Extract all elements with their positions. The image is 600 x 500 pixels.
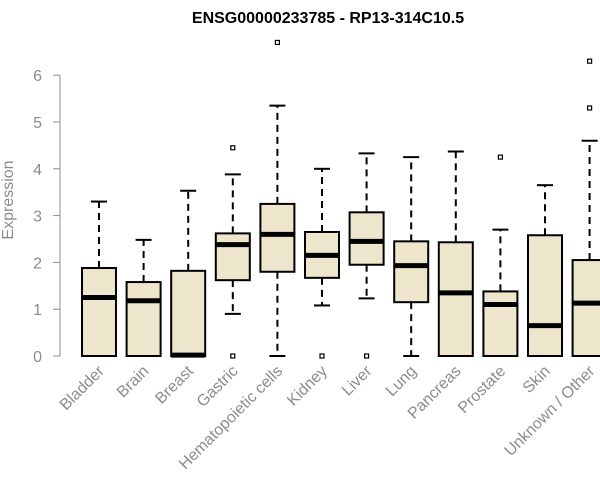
outlier-point (274, 39, 280, 46)
box-brain (125, 238, 162, 357)
box-prostate (482, 154, 519, 357)
box-rect (527, 234, 563, 357)
y-tick-label: 0 (33, 349, 42, 366)
box-rect (571, 259, 600, 357)
box-liver (348, 152, 385, 359)
y-axis: 0 1 2 3 4 5 6 (33, 68, 61, 366)
x-category-label: Bladder (57, 362, 108, 413)
y-tick-label: 2 (33, 255, 42, 272)
box-hematopoietic-cells (259, 39, 296, 357)
y-tick-label: 3 (33, 209, 42, 226)
x-category-label: Skin (520, 363, 554, 397)
box-rect (170, 269, 207, 358)
outlier-point (319, 353, 325, 359)
x-category-label: Lung (383, 363, 420, 400)
outlier-point (586, 58, 593, 64)
box-rect (393, 240, 430, 304)
y-tick-label: 1 (33, 302, 42, 319)
chart-title: ENSG00000233785 - RP13-314C10.5 (192, 10, 464, 27)
box-kidney (304, 167, 340, 359)
box-breast (170, 189, 207, 358)
box-lung (393, 156, 430, 357)
box-rect (482, 290, 519, 357)
x-category-label: Kidney (284, 363, 331, 410)
outlier-point (230, 145, 236, 151)
box-bladder (81, 200, 117, 357)
outlier-point (497, 154, 503, 160)
y-tick-label: 6 (33, 68, 42, 85)
box-pancreas (437, 150, 474, 357)
x-category-label: Brain (114, 363, 152, 401)
box-rect (259, 202, 296, 273)
box-rect (348, 211, 385, 266)
box-unknown-other (571, 58, 600, 357)
box-gastric (214, 145, 251, 359)
box-rect (214, 232, 251, 282)
box-rect (125, 281, 162, 357)
x-category-label: Breast (152, 362, 197, 407)
y-tick-label: 5 (33, 115, 42, 132)
outlier-point (230, 353, 236, 359)
boxes-group (81, 39, 600, 359)
x-category-label: Liver (339, 362, 376, 399)
outlier-point (364, 353, 370, 359)
y-axis-label: Expression (0, 160, 17, 239)
box-rect (81, 267, 117, 357)
x-category-label: Prostate (455, 363, 509, 417)
box-rect (437, 241, 474, 357)
y-tick-label: 4 (33, 162, 42, 179)
box-skin (527, 184, 563, 357)
outlier-point (586, 105, 593, 111)
